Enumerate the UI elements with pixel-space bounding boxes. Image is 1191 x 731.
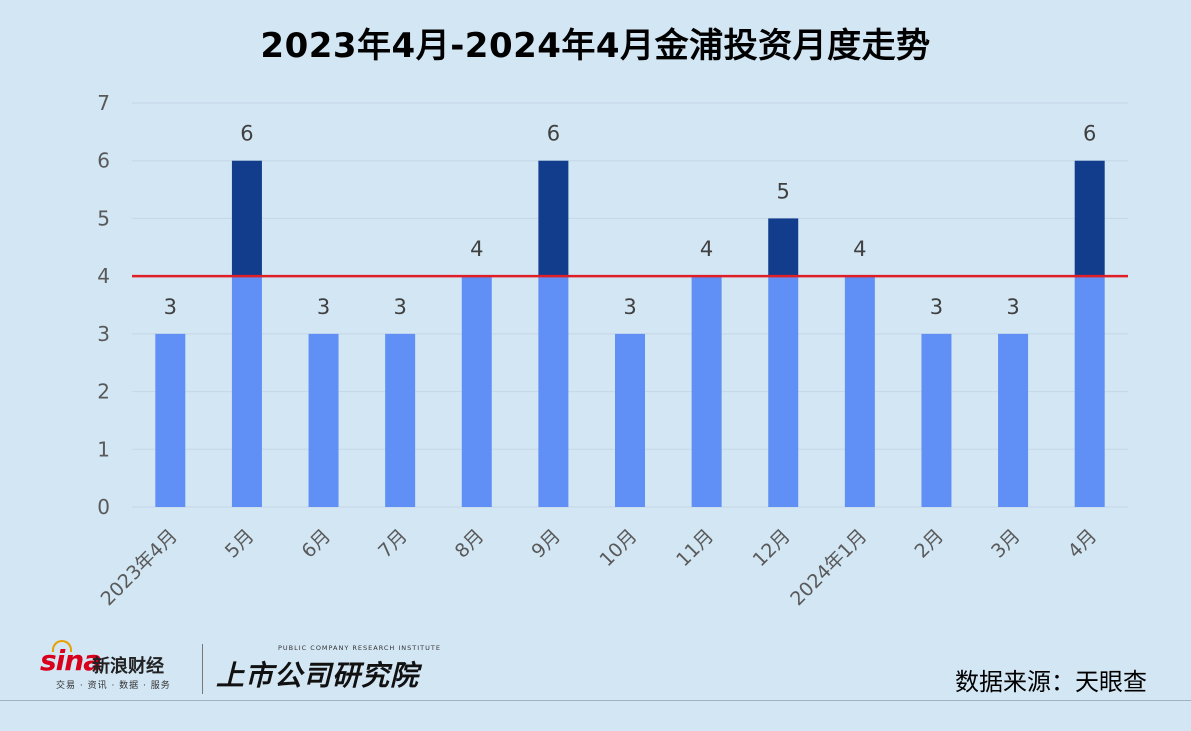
y-tick-label: 4: [97, 264, 110, 288]
bar: [231, 276, 262, 507]
y-tick-label: 1: [97, 437, 110, 461]
y-tick-label: 2: [97, 380, 110, 404]
sina-eye-icon: [52, 640, 72, 652]
bar-above-reference: [1074, 160, 1105, 277]
bar: [385, 333, 416, 507]
data-label: 6: [1083, 122, 1096, 146]
x-tick-label: 5月: [221, 525, 259, 563]
data-label: 3: [930, 295, 943, 319]
x-tick-label: 11月: [672, 525, 718, 571]
data-source: 数据来源：天眼查: [955, 668, 1147, 696]
x-tick-label: 6月: [298, 525, 336, 563]
bar: [1074, 276, 1105, 507]
bar: [998, 333, 1029, 507]
x-tick-label: 2023年4月: [97, 525, 182, 610]
bar: [155, 333, 186, 507]
data-label: 6: [547, 122, 560, 146]
x-tick-label: 4月: [1064, 525, 1102, 563]
x-tick-label: 2024年1月: [786, 525, 871, 610]
data-label: 5: [777, 179, 790, 203]
bar: [461, 276, 492, 507]
y-tick-label: 6: [97, 149, 110, 173]
bar-above-reference: [768, 218, 799, 277]
bar: [691, 276, 722, 507]
data-label: 4: [470, 237, 483, 261]
data-label: 3: [1006, 295, 1019, 319]
y-axis-ticks: 0 1 2 3 4 5 6 7: [97, 91, 110, 519]
sina-tagline: 交易 · 资讯 · 数据 · 服务: [56, 681, 171, 691]
institute-chinese-name: 上市公司研究院: [216, 659, 420, 692]
institute-english-name: PUBLIC COMPANY RESEARCH INSTITUTE: [278, 644, 441, 652]
x-tick-label: 12月: [749, 525, 795, 571]
chart-title: 2023年4月-2024年4月金浦投资月度走势: [260, 26, 931, 66]
x-tick-label: 7月: [374, 525, 412, 563]
sina-wordmark: sina: [40, 644, 102, 677]
y-tick-label: 0: [97, 495, 110, 519]
bar: [538, 276, 569, 507]
sina-finance-name: 新浪财经: [92, 656, 164, 677]
footer-divider: [0, 700, 1191, 701]
x-tick-label: 10月: [595, 525, 641, 571]
data-label: 6: [240, 122, 253, 146]
bar-above-reference: [538, 160, 569, 277]
bar-above-reference: [231, 160, 262, 277]
bar: [844, 276, 875, 507]
y-tick-label: 5: [97, 206, 110, 230]
x-tick-label: 9月: [527, 525, 565, 563]
data-label: 3: [164, 295, 177, 319]
bar: [921, 333, 952, 507]
data-label: 4: [700, 237, 713, 261]
x-tick-label: 2月: [910, 525, 948, 563]
data-labels: 3 6 3 3 4 6 3 4 5 4 3 3 6: [164, 122, 1097, 319]
x-tick-label: 8月: [451, 525, 489, 563]
x-tick-label: 3月: [987, 525, 1025, 563]
bar: [615, 333, 645, 507]
bars: [155, 160, 1105, 507]
data-label: 3: [317, 295, 330, 319]
data-label: 4: [853, 237, 866, 261]
bar-chart: 0 1 2 3 4 5 6 7 2023年4月 5月 6月 7月 8月 9月 10月 11月 12月2024年…: [97, 91, 1128, 610]
logo-divider: [202, 644, 203, 694]
bar: [308, 333, 339, 507]
bar: [768, 276, 799, 507]
y-tick-label: 3: [97, 322, 110, 346]
y-tick-label: 7: [97, 91, 110, 115]
data-label: 3: [393, 295, 406, 319]
data-label: 3: [623, 295, 636, 319]
